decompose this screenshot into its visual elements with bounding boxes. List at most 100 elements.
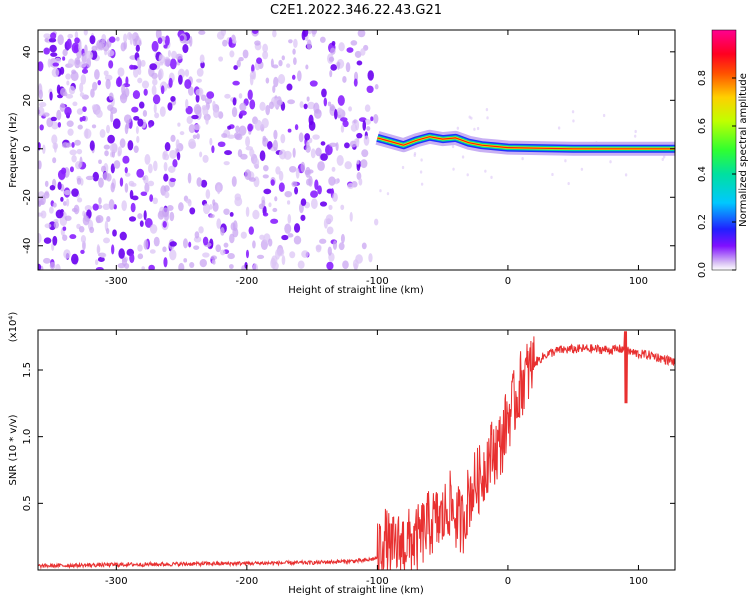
heatmap-noise-cell xyxy=(43,47,50,55)
heatmap-noise-cell xyxy=(100,165,107,173)
heatmap-noise-cell xyxy=(129,189,134,200)
heatmap-noise-cell xyxy=(292,147,296,158)
heatmap-noise-cell xyxy=(127,140,134,151)
heatmap-noise-cell xyxy=(232,80,240,86)
heatmap-noise-cell xyxy=(420,182,424,186)
heatmap-noise-cell xyxy=(220,227,225,236)
heatmap-noise-cell xyxy=(191,114,199,120)
heatmap-noise-cell xyxy=(245,206,250,218)
heatmap-noise-cell xyxy=(169,58,177,70)
heatmap-noise-cell xyxy=(149,194,154,202)
heatmap-noise-cell xyxy=(67,128,74,136)
heatmap-noise-cell xyxy=(121,200,127,212)
heatmap-noise-cell xyxy=(320,153,328,161)
heatmap-noise-cell xyxy=(66,198,70,207)
heatmap-noise-cell xyxy=(320,141,326,146)
heatmap-noise-cell xyxy=(356,172,362,181)
heatmap-noise-cell xyxy=(287,214,292,224)
heatmap-noise-cell xyxy=(106,124,111,134)
heatmap-noise-cell xyxy=(330,47,336,55)
heatmap-noise-cell xyxy=(62,201,67,206)
heatmap-noise-cell xyxy=(176,151,181,161)
heatmap-noise-cell xyxy=(211,259,216,265)
heatmap-noise-cell xyxy=(291,181,298,187)
heatmap-noise-cell xyxy=(169,249,177,261)
heatmap-noise-cell xyxy=(292,48,296,55)
heatmap-noise-cell xyxy=(286,83,293,91)
heatmap-noise-cell xyxy=(82,215,90,226)
heatmap-noise-cell xyxy=(148,163,153,174)
heatmap-noise-cell xyxy=(76,197,83,203)
heatmap-noise-cell xyxy=(340,233,345,244)
heatmap-noise-cell xyxy=(88,54,92,59)
heatmap-noise-cell xyxy=(198,226,204,234)
heatmap-noise-cell xyxy=(224,150,233,156)
heatmap-noise-cell xyxy=(307,101,316,110)
heatmap-noise-cell xyxy=(71,188,79,197)
heatmap-noise-cell xyxy=(89,35,96,45)
heatmap-noise-cell xyxy=(252,240,256,249)
heatmap-noise-cell xyxy=(53,142,57,153)
heatmap-noise-cell xyxy=(151,40,159,52)
heatmap-noise-cell xyxy=(336,107,343,115)
heatmap-noise-cell xyxy=(325,214,334,224)
heatmap-noise-cell xyxy=(62,226,67,231)
y-tick-label: 0 xyxy=(22,146,33,152)
heatmap-noise-cell xyxy=(187,172,192,184)
heatmap-noise-cell xyxy=(64,106,72,116)
heatmap-noise-cell xyxy=(485,108,489,112)
heatmap-noise-cell xyxy=(340,204,345,211)
heatmap-noise-cell xyxy=(136,168,145,178)
heatmap-noise-cell xyxy=(76,108,84,115)
heatmap-noise-cell xyxy=(163,161,168,172)
heatmap-noise-cell xyxy=(129,253,135,264)
heatmap-noise-cell xyxy=(80,74,87,85)
heatmap-noise-cell xyxy=(95,267,104,270)
heatmap-noise-cell xyxy=(362,120,367,131)
heatmap-noise-cell xyxy=(83,30,88,36)
heatmap-noise-cell xyxy=(163,44,168,49)
heatmap-noise-cell xyxy=(305,64,309,70)
heatmap-noise-cell xyxy=(288,39,293,44)
heatmap-noise-cell xyxy=(461,155,465,159)
heatmap-noise-cell xyxy=(167,102,173,111)
heatmap-noise-cell xyxy=(94,259,99,266)
heatmap-noise-cell xyxy=(557,126,561,130)
heatmap-noise-cell xyxy=(102,171,110,181)
heatmap-noise-cell xyxy=(175,139,180,150)
heatmap-noise-cell xyxy=(242,49,249,59)
heatmap-noise-cell xyxy=(238,93,243,99)
heatmap-noise-cell xyxy=(413,152,417,156)
heatmap-noise-cell xyxy=(57,169,66,180)
heatmap-noise-cell xyxy=(202,252,210,258)
heatmap-noise-cell xyxy=(141,80,150,89)
heatmap-noise-cell xyxy=(311,30,318,35)
heatmap-noise-cell xyxy=(124,166,128,174)
x-tick-label: 100 xyxy=(629,576,648,587)
heatmap-noise-cell xyxy=(189,207,196,215)
heatmap-noise-cell xyxy=(340,124,345,133)
colorbar-tick-label: 0.4 xyxy=(697,166,708,182)
heatmap-noise-cell xyxy=(185,98,189,109)
heatmap-noise-cell xyxy=(139,220,144,227)
heatmap-noise-cell xyxy=(490,175,493,179)
heatmap-noise-cell xyxy=(94,69,100,80)
heatmap-noise-cell xyxy=(132,90,141,100)
heatmap-noise-cell xyxy=(287,128,292,133)
heatmap-noise-cell xyxy=(370,116,374,122)
heatmap-noise-cell xyxy=(349,140,357,148)
heatmap-noise-cell xyxy=(263,188,272,195)
heatmap-noise-cell xyxy=(38,106,45,117)
heatmap-noise-cell xyxy=(42,112,50,117)
heatmap-noise-cell xyxy=(302,30,309,37)
heatmap-noise-cell xyxy=(98,177,104,188)
heatmap-noise-cell xyxy=(366,85,374,94)
x-tick-label: -300 xyxy=(105,276,128,287)
heatmap-noise-cell xyxy=(451,144,455,149)
heatmap-noise-cell xyxy=(43,237,52,244)
heatmap-noise-cell xyxy=(319,201,328,207)
heatmap-noise-cell xyxy=(193,245,200,250)
heatmap-noise-cell xyxy=(133,145,139,153)
heatmap-noise-cell xyxy=(323,97,328,107)
heatmap-noise-cell xyxy=(217,141,226,148)
